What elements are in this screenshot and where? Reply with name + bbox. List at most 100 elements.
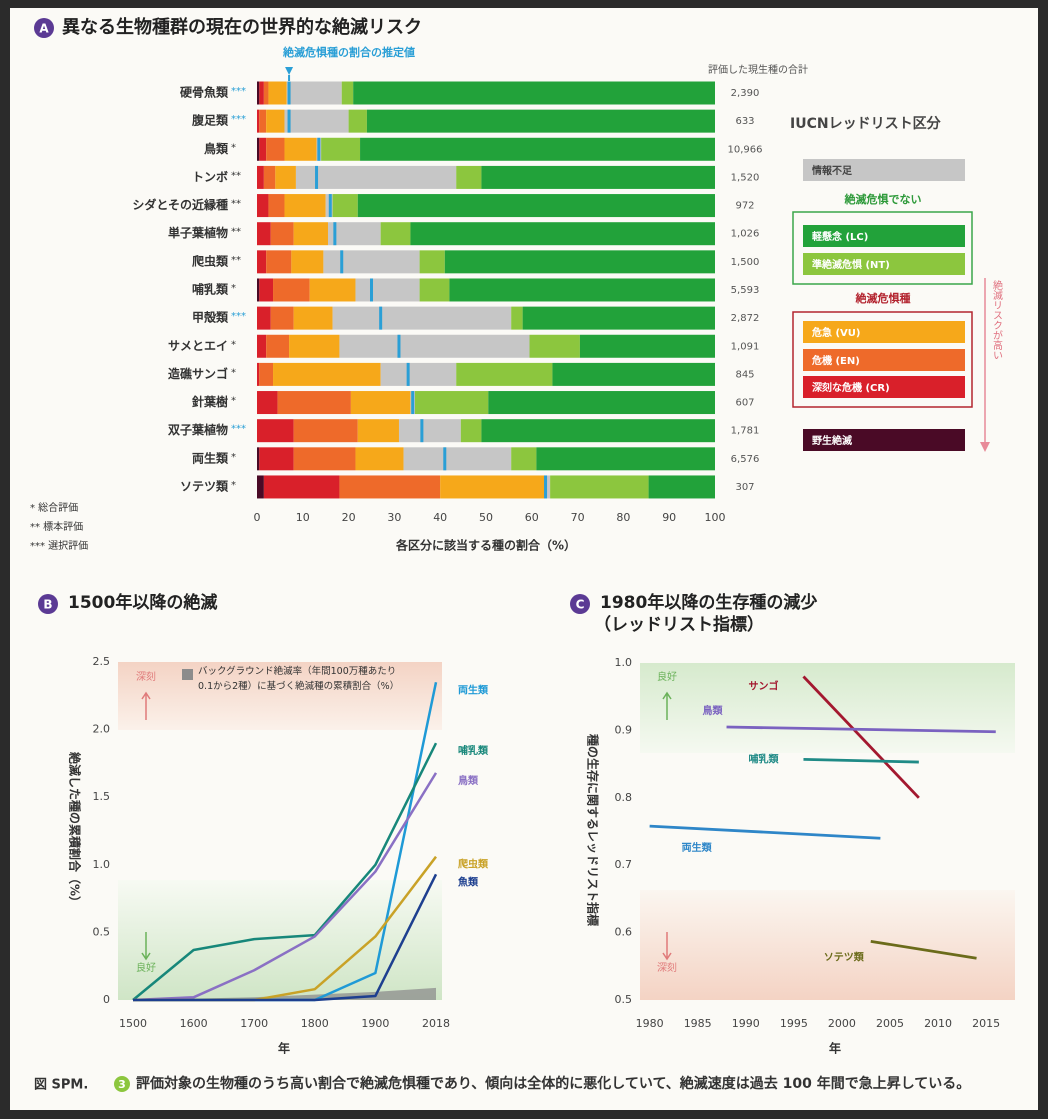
series-line [132, 772, 438, 1002]
chart-title: 1980年以降の生存種の減少 [600, 592, 817, 613]
bar-segment [257, 475, 264, 499]
assessment-mark: ** [231, 255, 241, 266]
x-tick-label: 30 [387, 511, 401, 524]
legend-group-box [792, 311, 973, 408]
chart-title: 異なる生物種群の現在の世界的な絶滅リスク [62, 16, 422, 38]
bar-segment [277, 391, 351, 415]
bar-segment [286, 81, 342, 105]
bar-segment [380, 362, 457, 386]
bar-segment [460, 419, 482, 443]
category-label: 単子葉植物 [168, 225, 228, 240]
bar-segment [488, 391, 715, 415]
total-label: 1,026 [731, 229, 760, 240]
bar-segment [293, 419, 358, 443]
bar-segment [348, 109, 367, 133]
x-tick-label: 80 [616, 511, 630, 524]
bar-segment [339, 334, 530, 358]
category-label: 両生類 [192, 450, 229, 465]
background-note: バックグラウンド絶滅率（年間100万種あたり0.1から2種）に基づく絶滅種の累積… [198, 666, 400, 692]
caption-text: 評価対象の生物種のうち高い割合で絶滅危惧種であり、傾向は全体的に悪化していて、絶… [136, 1076, 971, 1092]
bar-segment [536, 447, 715, 471]
series-line [870, 939, 977, 960]
annotation-top: 深刻 [136, 671, 156, 683]
series-label: 哺乳類 [748, 752, 779, 765]
x-tick-label: 1600 [180, 1017, 208, 1030]
panel-badge [570, 594, 590, 614]
x-tick-label: 100 [705, 511, 726, 524]
bar-segment [259, 81, 264, 105]
legend-label: 情報不足 [812, 164, 853, 177]
bar-segment [332, 306, 512, 330]
series-line [133, 873, 438, 1002]
bar-segment [350, 391, 411, 415]
bar-segment [550, 475, 649, 499]
x-tick-label: 0 [254, 511, 261, 524]
bar-segment [419, 250, 445, 274]
legend-label: 軽懸念 (LC) [812, 230, 868, 243]
bar-segment [257, 447, 260, 471]
series-label: 両生類 [682, 841, 713, 854]
y-tick-label: 1.0 [615, 656, 633, 669]
legend-swatch [803, 376, 965, 398]
assessment-mark: *** [231, 311, 246, 322]
series-line [726, 725, 996, 734]
x-tick-label: 90 [662, 511, 676, 524]
assessment-mark: *** [231, 424, 246, 435]
legend-label: 準絶滅危惧 (NT) [812, 258, 890, 271]
category-label: 甲殻類 [192, 310, 229, 325]
legend-swatch [803, 429, 965, 451]
assessment-mark: *** [231, 86, 246, 97]
bar-segment [293, 222, 328, 246]
total-label: 2,872 [731, 313, 760, 324]
category-label: シダとその近縁種 [132, 197, 228, 212]
bad-zone [640, 890, 1015, 1000]
bad-zone [118, 662, 442, 730]
total-label: 307 [735, 482, 754, 493]
total-label: 845 [735, 369, 754, 380]
total-label: 6,576 [731, 454, 760, 465]
bar-segment [257, 306, 271, 330]
series-label: 魚類 [458, 875, 479, 888]
total-label: 1,520 [731, 172, 760, 183]
caption-box: 評価対象の生物種のうち高い割合で絶滅危惧種であり、傾向は全体的に悪化していて、絶… [136, 1076, 971, 1092]
annotation-arrow [141, 932, 151, 961]
legend-label: 危急 (VU) [812, 326, 860, 339]
panel-letter: B [43, 598, 52, 612]
series-line [802, 675, 920, 799]
good-zone [118, 880, 442, 1000]
y-tick-label: 0.8 [615, 791, 633, 804]
annotation-top: 良好 [657, 670, 677, 683]
series-line [649, 824, 881, 840]
assessment-mark: * [231, 396, 236, 407]
category-label: 造礁サンゴ [168, 366, 228, 381]
bar-segment [415, 391, 489, 415]
assessment-mark: ** [231, 170, 241, 181]
bar-segment [545, 475, 551, 499]
bar-segment [579, 334, 715, 358]
x-tick-label: 10 [296, 511, 310, 524]
x-tick-label: 50 [479, 511, 493, 524]
x-tick-label: 40 [433, 511, 447, 524]
annotation-arrow [662, 691, 672, 720]
bar-segment [355, 278, 420, 302]
bar-segment [403, 447, 512, 471]
bar-segment [511, 306, 523, 330]
legend-label: 野生絶滅 [812, 434, 852, 447]
bar-segment [266, 109, 285, 133]
x-axis-label: 年 [278, 1041, 290, 1056]
total-label: 972 [735, 201, 754, 212]
assessment-mark: * [231, 142, 236, 153]
risk-label: 絶滅リスクが高い [991, 279, 1003, 360]
y-tick-label: 0.5 [615, 993, 633, 1006]
panel-letter: C [576, 598, 585, 612]
x-tick-label: 1800 [301, 1017, 329, 1030]
legend-swatch [803, 253, 965, 275]
bar-segment [522, 306, 715, 330]
annotation-bottom: 良好 [136, 961, 156, 974]
risk-arrowhead [980, 442, 990, 452]
bar-segment [273, 278, 310, 302]
estimate-label: 絶滅危惧種の割合の推定値 [282, 45, 415, 59]
bar-segment [259, 362, 274, 386]
x-axis-label: 年 [829, 1041, 841, 1056]
